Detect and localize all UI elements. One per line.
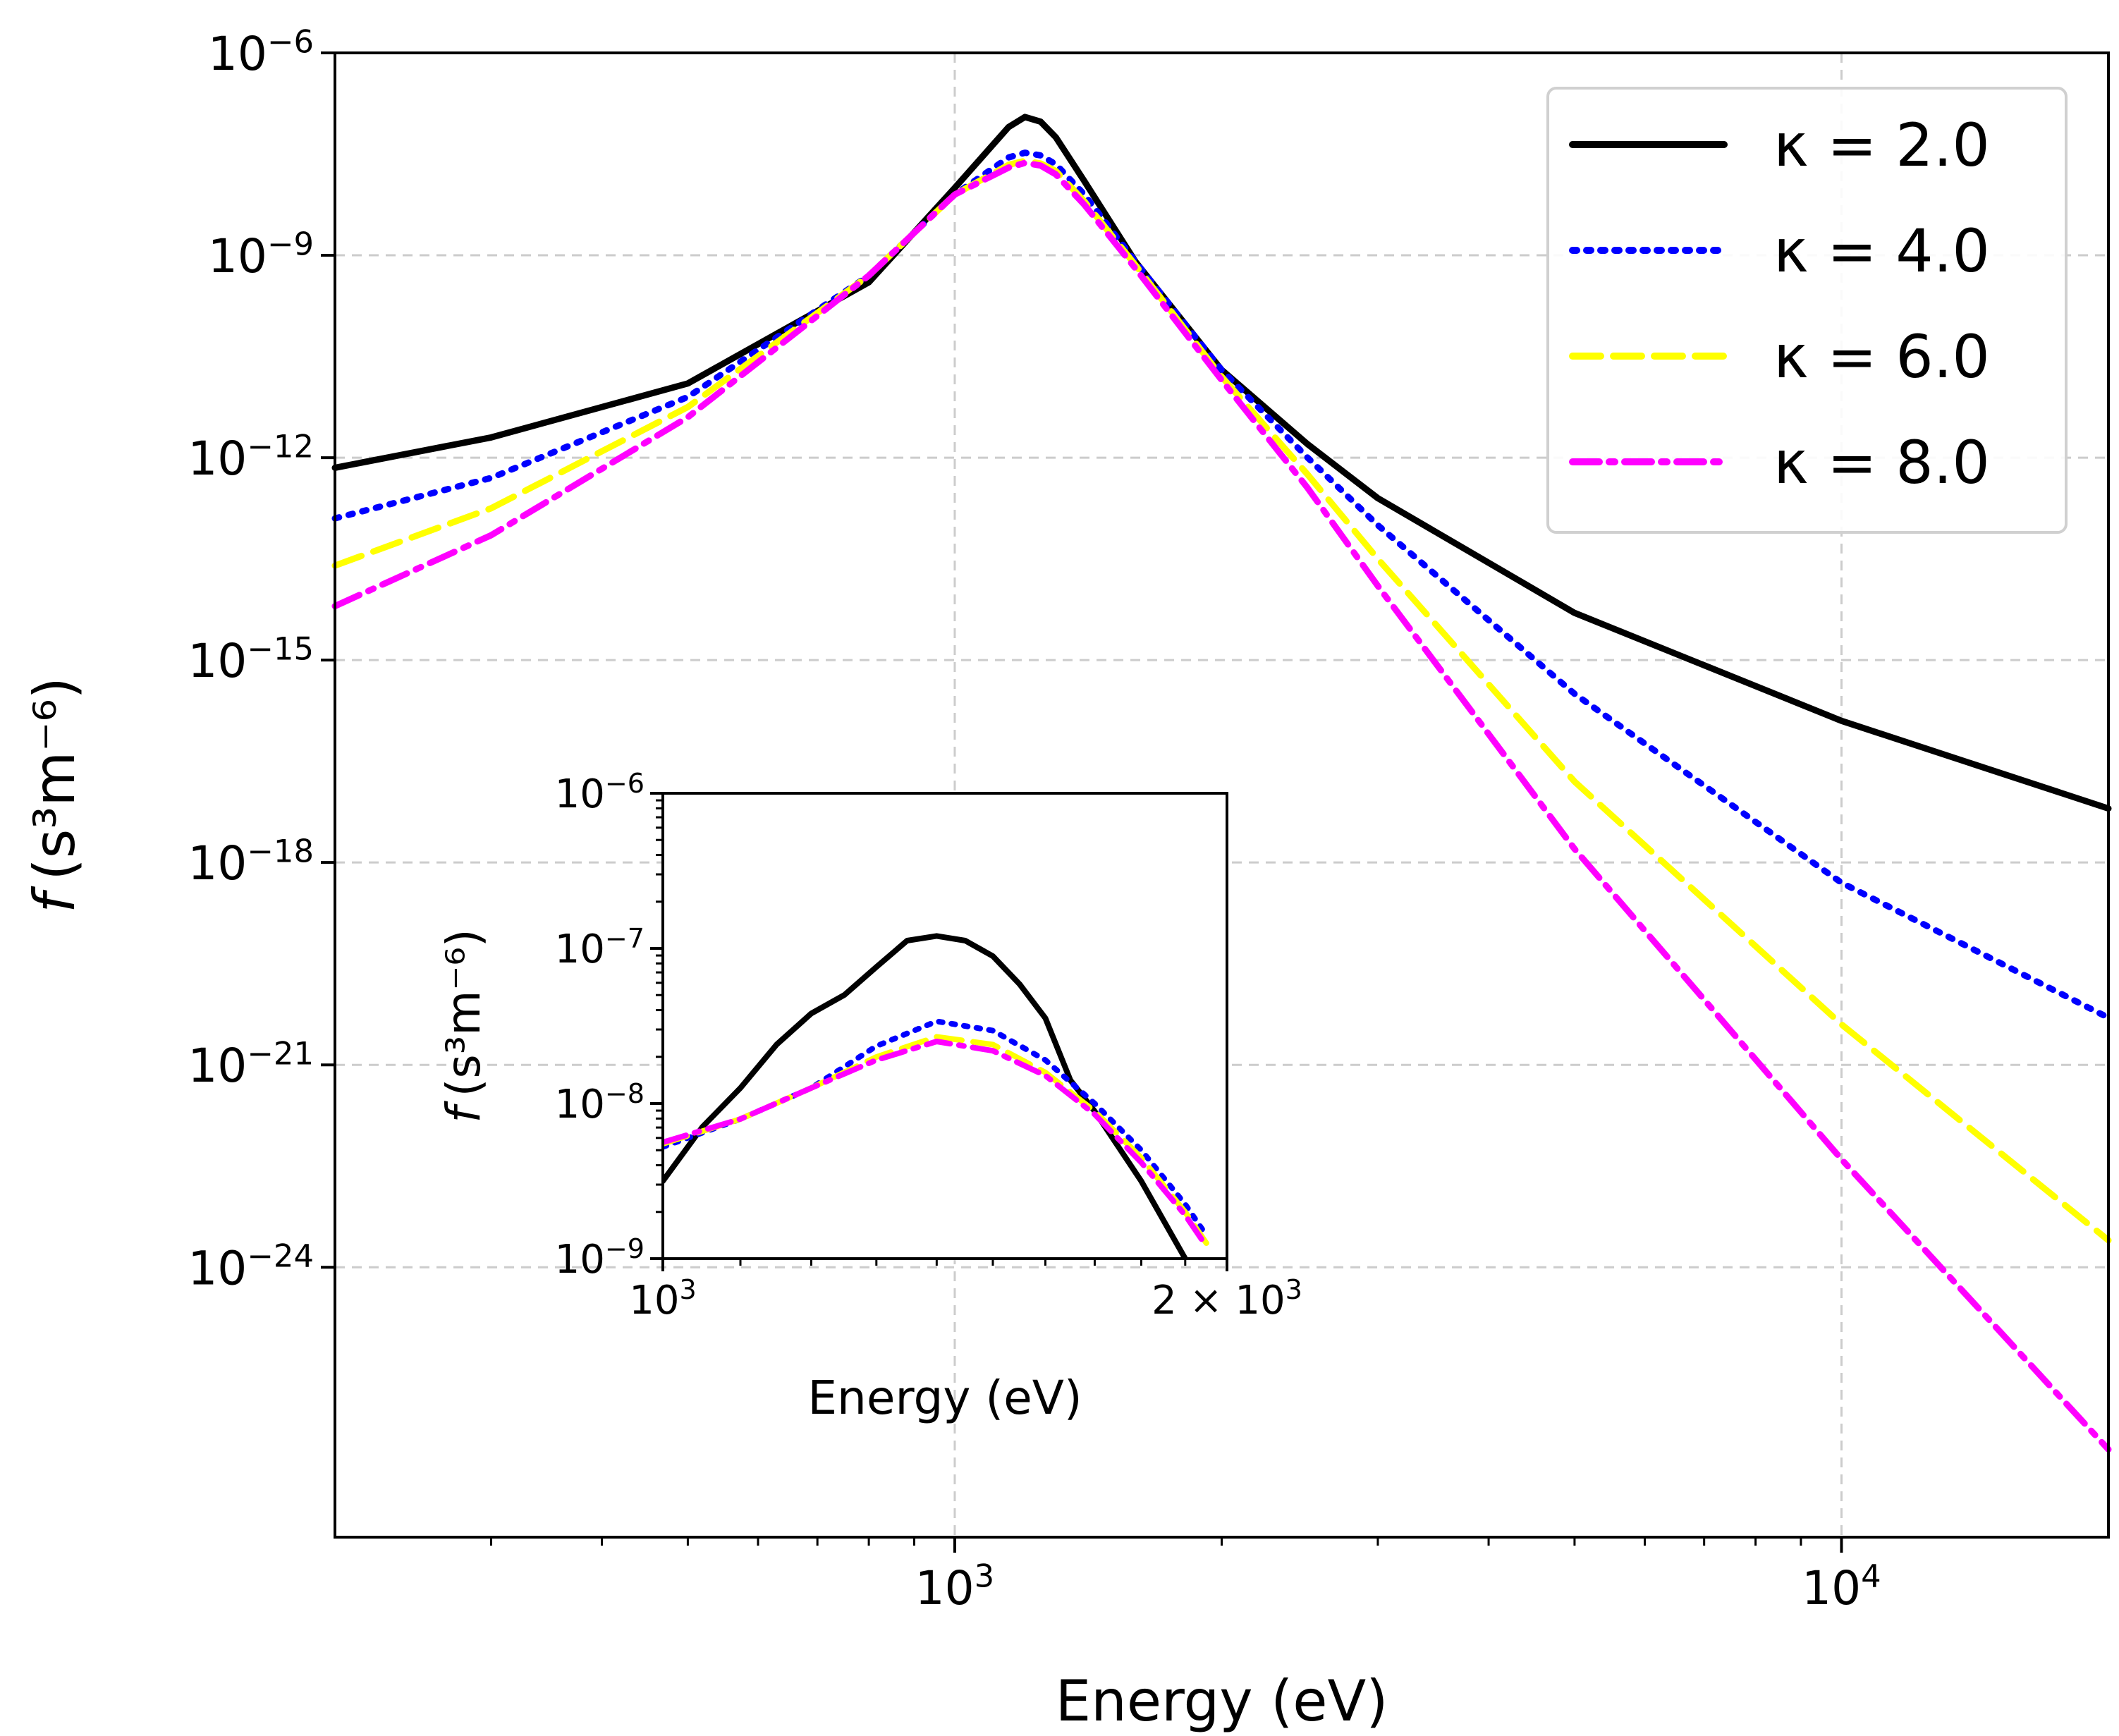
legend-box (1546, 87, 2068, 534)
inset-y-tick-label: 10−9 (555, 1233, 645, 1283)
inset-x-tick-label: 2 × 103 (1152, 1274, 1302, 1324)
inset-y-axis-label: f(s³m⁻⁶) (436, 929, 491, 1123)
x-axis-label: Energy (eV) (1056, 1668, 1388, 1734)
inset-x-tick-label: 103 (629, 1274, 697, 1324)
y-tick-label: 10−9 (208, 225, 314, 283)
inset-series-line-1 (663, 933, 1188, 1259)
legend-label-4: κ = 8.0 (1773, 428, 1990, 497)
inset-series-line-2 (663, 1018, 1209, 1238)
inset-y-tick-label: 10−8 (555, 1078, 645, 1127)
legend-label-3: κ = 6.0 (1773, 322, 1990, 391)
inset-curves (663, 933, 1209, 1259)
x-tick-label: 103 (915, 1557, 995, 1615)
x-tick-label: 104 (1802, 1557, 1881, 1615)
y-tick-label: 10−24 (188, 1237, 314, 1296)
inset-background (663, 793, 1227, 1259)
y-tick-label: 10−12 (188, 427, 314, 486)
main-series-line-4 (331, 159, 2112, 1453)
inset-y-tick-label: 10−6 (555, 768, 645, 817)
y-tick-label: 10−15 (188, 630, 314, 688)
inset-y-tick-label: 10−7 (555, 923, 645, 972)
legend-label-1: κ = 2.0 (1773, 111, 1990, 180)
y-axis-label: f(s³m⁻⁶) (22, 677, 87, 913)
legend: κ = 2.0 κ = 4.0 κ = 6.0 κ = 8.0 (1546, 87, 2068, 534)
inset-frame (661, 792, 1228, 1260)
y-tick-label: 10−6 (208, 23, 314, 81)
y-tick-label: 10−21 (188, 1035, 314, 1094)
inset-x-axis-label: Energy (eV) (807, 1371, 1082, 1425)
legend-label-2: κ = 4.0 (1773, 216, 1990, 286)
y-tick-label: 10−18 (188, 832, 314, 891)
inset-series-line-4 (663, 1039, 1209, 1249)
